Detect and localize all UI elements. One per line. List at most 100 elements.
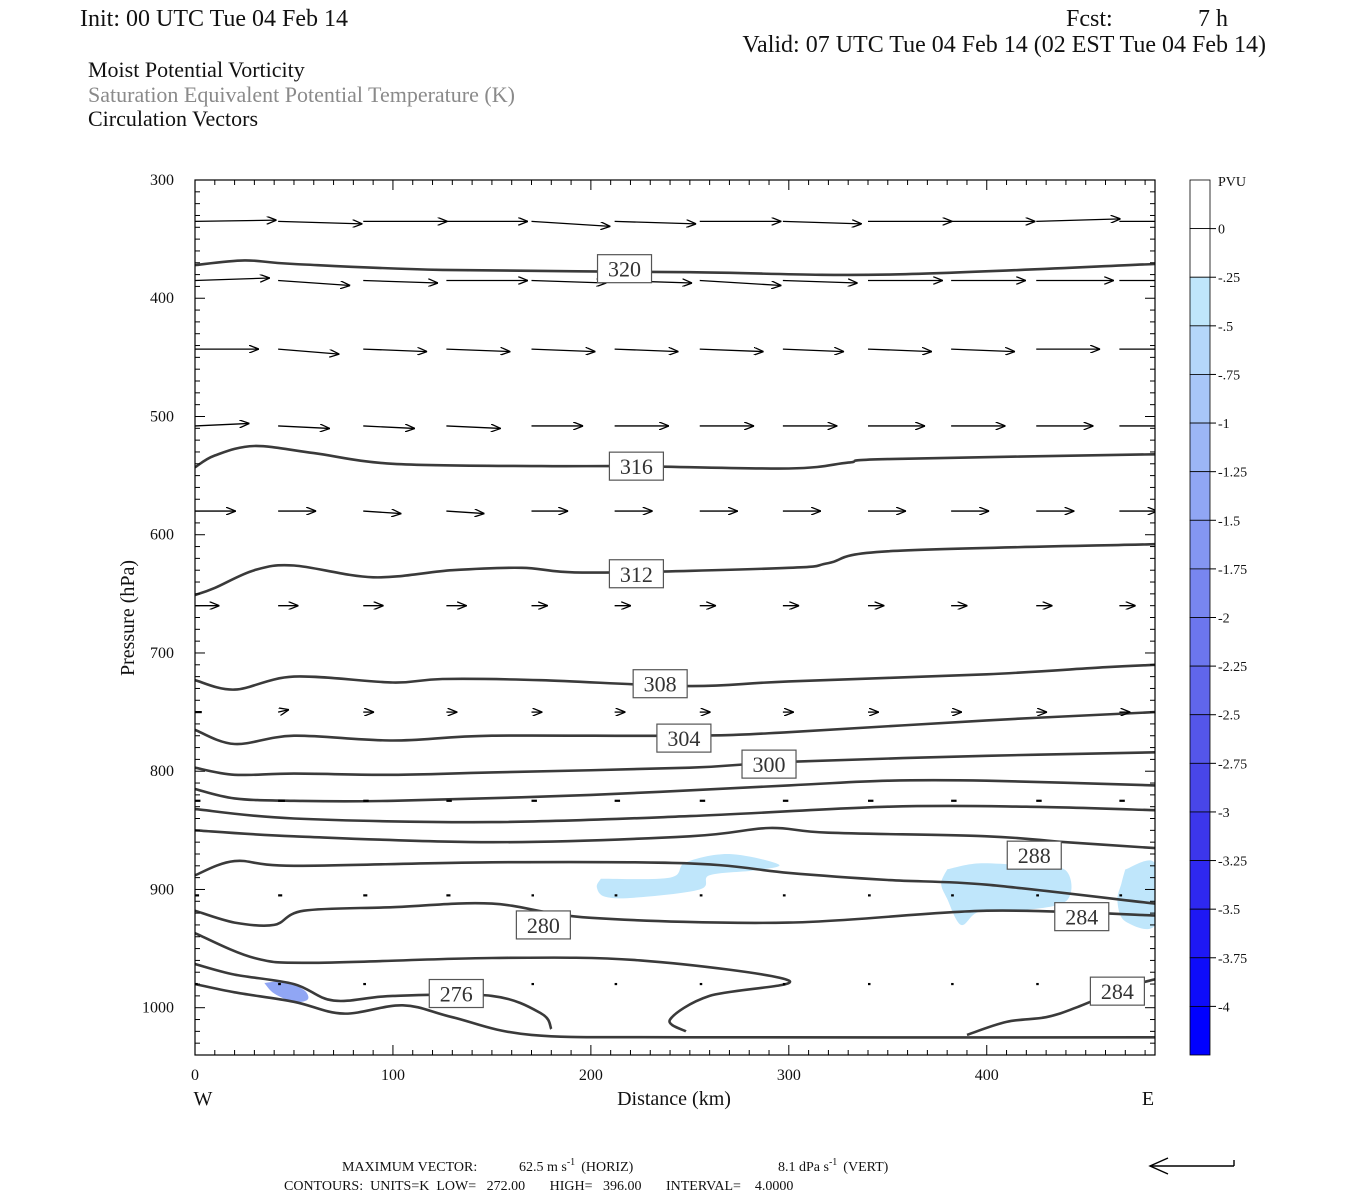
- colorbar-swatch: [1189, 568, 1211, 618]
- pv-region-0: [596, 853, 780, 899]
- contour-labels: 320 316 312 308 304 300 288 284 280 276 284: [428, 254, 1145, 1009]
- y-axis-label: Pressure (hPa): [117, 560, 139, 676]
- colorbar-tick-label: -2.5: [1218, 709, 1240, 724]
- vector-arrow: [195, 423, 249, 426]
- vector-arrow: [363, 511, 401, 513]
- colorbar-swatch: [1189, 762, 1211, 813]
- colorbar-tick-label: -1.75: [1218, 563, 1247, 578]
- colorbar-swatch: [1189, 1005, 1211, 1056]
- vector-arrow: [446, 349, 510, 352]
- y-tick-label: 700: [150, 645, 174, 662]
- field-title-mpv: Moist Potential Vorticity: [88, 57, 305, 82]
- pv-region-1: [941, 863, 1072, 926]
- pv-region-3: [264, 981, 309, 1003]
- contour-label-312: 312: [608, 559, 665, 589]
- contour-label-300: 300: [741, 749, 797, 779]
- colorbar-tick-label: -3.5: [1218, 903, 1240, 918]
- x-axis-label: Distance (km): [617, 1088, 731, 1110]
- vector-arrow: [531, 349, 595, 352]
- vector-arrow: [614, 349, 679, 352]
- colorbar-swatch: [1189, 422, 1211, 473]
- pv-colorbar: 0 -.25 -.5 -.75 -1 -1.25 -1.5 -1.75 -2 -2.25 -2.5 -…: [1189, 179, 1247, 1056]
- colorbar-unit: PVU: [1218, 175, 1246, 190]
- colorbar-swatch: [1189, 860, 1211, 910]
- vector-arrow: [782, 221, 862, 224]
- vector-arrow: [363, 281, 438, 284]
- svg-text:320: 320: [608, 257, 641, 282]
- init-time: Init: 00 UTC Tue 04 Feb 14: [80, 6, 348, 32]
- svg-text:280: 280: [527, 913, 560, 938]
- colorbar-tick-label: -1.25: [1218, 466, 1247, 481]
- circulation-vectors: [195, 219, 1155, 986]
- colorbar-tick-label: -2.75: [1218, 757, 1247, 772]
- theta-es-contours: [195, 259, 1155, 1039]
- colorbar-swatch: [1189, 374, 1211, 424]
- colorbar-swatch: [1189, 228, 1211, 278]
- contour-label-288: 288: [1006, 840, 1062, 870]
- x-tick-label: 400: [975, 1067, 999, 1084]
- vector-arrow: [699, 349, 764, 352]
- y-tick-label: 900: [150, 881, 174, 898]
- contour-label-308: 308: [632, 669, 688, 699]
- colorbar-tick-label: 0: [1218, 223, 1225, 238]
- x-tick-label: 300: [777, 1067, 801, 1084]
- x-end-label-west: W: [194, 1088, 213, 1110]
- forecast-hour: 7 h: [1198, 6, 1228, 32]
- vector-arrow: [195, 278, 270, 281]
- colorbar-swatch: [1189, 957, 1211, 1007]
- vector-arrow: [782, 349, 844, 352]
- x-tick-label: 0: [191, 1067, 199, 1084]
- max-vector-horiz: 62.5 m s-1 (HORIZ): [519, 1157, 634, 1175]
- contour-label-304: 304: [656, 723, 712, 753]
- contour-line-6: [195, 778, 1155, 803]
- vector-arrow: [446, 511, 484, 513]
- contour-line-1: [195, 444, 1155, 470]
- contour-label-284: 284: [1089, 976, 1145, 1006]
- max-vector-label: MAXIMUM VECTOR:: [342, 1160, 477, 1175]
- svg-text:276: 276: [440, 982, 473, 1007]
- contour-info: CONTOURS: UNITS=K LOW= 272.00 HIGH= 396.…: [284, 1179, 793, 1194]
- max-vector-vert: 8.1 dPa s-1 (VERT): [778, 1157, 889, 1175]
- contour-label-284: 284: [1054, 902, 1110, 932]
- vector-arrow: [195, 220, 277, 221]
- vector-arrow: [446, 426, 500, 429]
- vector-arrow: [951, 349, 1015, 352]
- field-title-vectors: Circulation Vectors: [88, 106, 258, 131]
- vector-arrow: [278, 348, 339, 354]
- contour-line-12: [195, 962, 553, 1030]
- contour-line-7: [195, 804, 1155, 824]
- svg-text:284: 284: [1101, 979, 1134, 1004]
- colorbar-tick-label: -3.25: [1218, 855, 1247, 870]
- svg-text:284: 284: [1065, 905, 1098, 930]
- svg-text:304: 304: [667, 726, 700, 751]
- colorbar-tick-label: -.75: [1218, 368, 1240, 383]
- colorbar-swatch: [1189, 276, 1211, 327]
- contour-line-13: [195, 982, 1155, 1039]
- colorbar-tick-label: -.5: [1218, 320, 1233, 335]
- vector-arrow: [363, 426, 415, 429]
- colorbar-swatch: [1189, 811, 1211, 861]
- x-tick-label: 200: [579, 1067, 603, 1084]
- valid-time: Valid: 07 UTC Tue 04 Feb 14 (02 EST Tue …: [742, 32, 1266, 58]
- colorbar-tick-label: -2.25: [1218, 660, 1247, 675]
- x-end-label-east: E: [1142, 1088, 1154, 1110]
- pv-shading: [264, 853, 1155, 1003]
- contour-line-0: [195, 259, 1155, 277]
- svg-text:312: 312: [620, 562, 653, 587]
- vector-arrow: [867, 349, 932, 352]
- x-tick-label: 100: [381, 1067, 405, 1084]
- colorbar-tick-label: -3: [1218, 806, 1230, 821]
- svg-text:300: 300: [753, 752, 786, 777]
- vector-arrow: [531, 220, 610, 226]
- colorbar-swatch: [1189, 617, 1211, 667]
- field-title-theta-es: Saturation Equivalent Potential Temperat…: [88, 82, 515, 107]
- contour-line-2: [195, 542, 1155, 597]
- contour-line-8: [195, 826, 1155, 850]
- vector-arrow: [278, 279, 350, 286]
- vector-arrow: [363, 349, 427, 352]
- colorbar-swatch: [1189, 471, 1211, 521]
- vector-arrow: [277, 710, 289, 713]
- colorbar-swatch: [1189, 519, 1211, 570]
- colorbar-tick-label: -2: [1218, 612, 1230, 627]
